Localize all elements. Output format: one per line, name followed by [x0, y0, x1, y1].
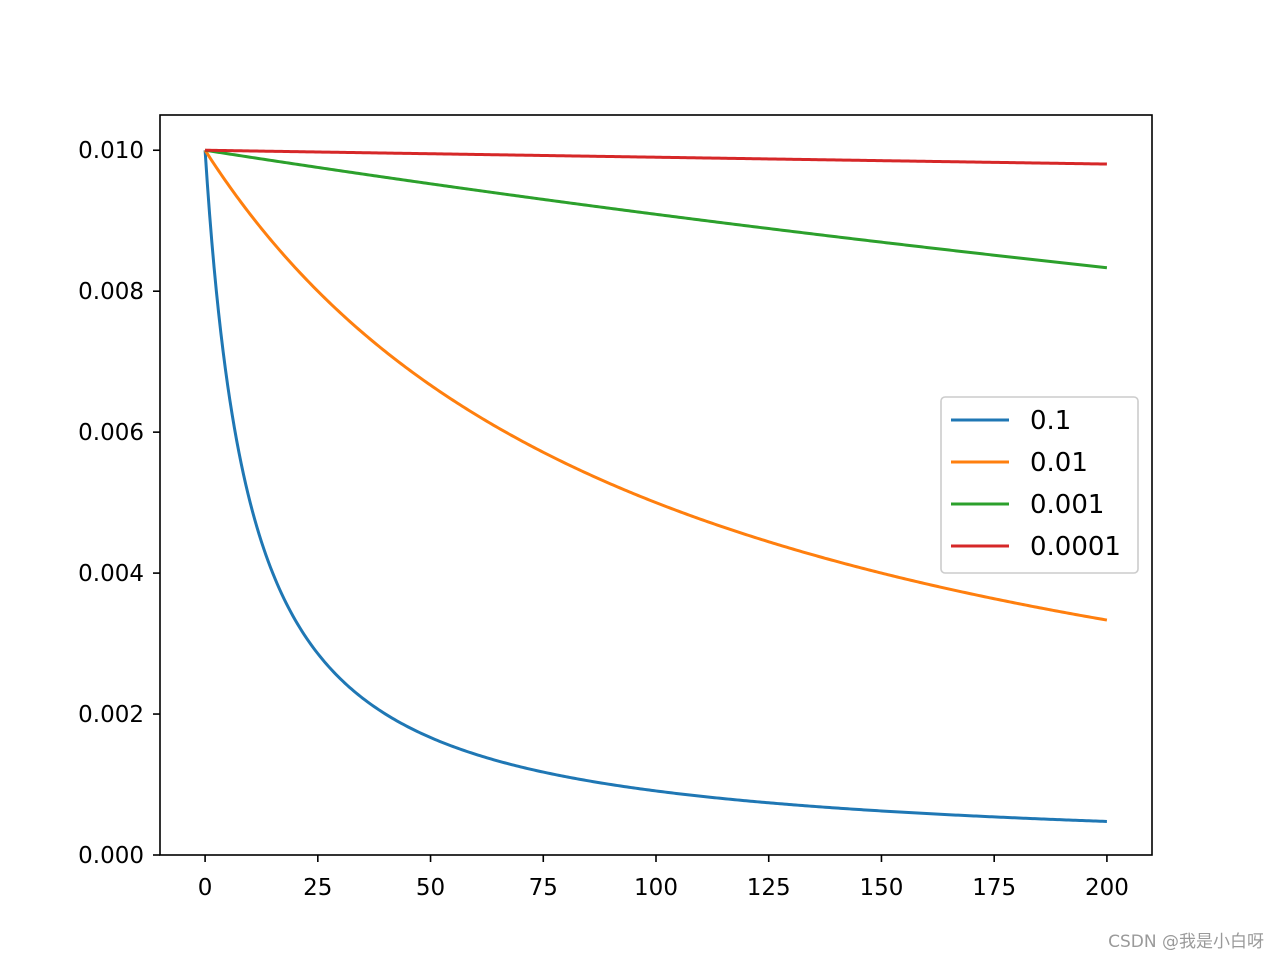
y-tick-label: 0.000 — [78, 843, 144, 869]
watermark-text: CSDN @我是小白呀 — [1108, 932, 1264, 952]
x-tick-label: 175 — [972, 875, 1016, 901]
legend-label: 0.0001 — [1030, 532, 1121, 562]
x-tick-label: 150 — [860, 875, 904, 901]
x-tick-label: 200 — [1085, 875, 1129, 901]
x-tick-label: 50 — [416, 875, 445, 901]
legend-box — [940, 396, 1139, 574]
series-line-2 — [204, 148, 1108, 270]
x-tick-label: 75 — [529, 875, 558, 901]
series-line-3 — [205, 148, 1107, 166]
x-tick-label: 100 — [634, 875, 678, 901]
y-tick-label: 0.008 — [78, 279, 144, 305]
series-line-1 — [203, 149, 1108, 622]
y-tick-label: 0.002 — [78, 702, 144, 728]
y-tick-label: 0.004 — [78, 561, 144, 587]
legend-label: 0.01 — [1030, 448, 1088, 478]
y-tick-label: 0.006 — [78, 420, 144, 446]
axes: 0 25 50 75 100 125 150 175 200 0.000 0.002 0.004 0.0… — [78, 114, 1153, 901]
series-line-0 — [203, 150, 1107, 823]
plot-area — [203, 148, 1108, 823]
x-tick-label: 125 — [747, 875, 791, 901]
legend-label: 0.001 — [1030, 490, 1104, 520]
x-tick-label: 0 — [198, 875, 213, 901]
y-tick-label: 0.010 — [78, 138, 144, 164]
legend-label: 0.1 — [1030, 406, 1071, 436]
legend: 0.1 0.01 0.001 0.0001 — [940, 396, 1139, 574]
x-tick-label: 25 — [303, 875, 332, 901]
